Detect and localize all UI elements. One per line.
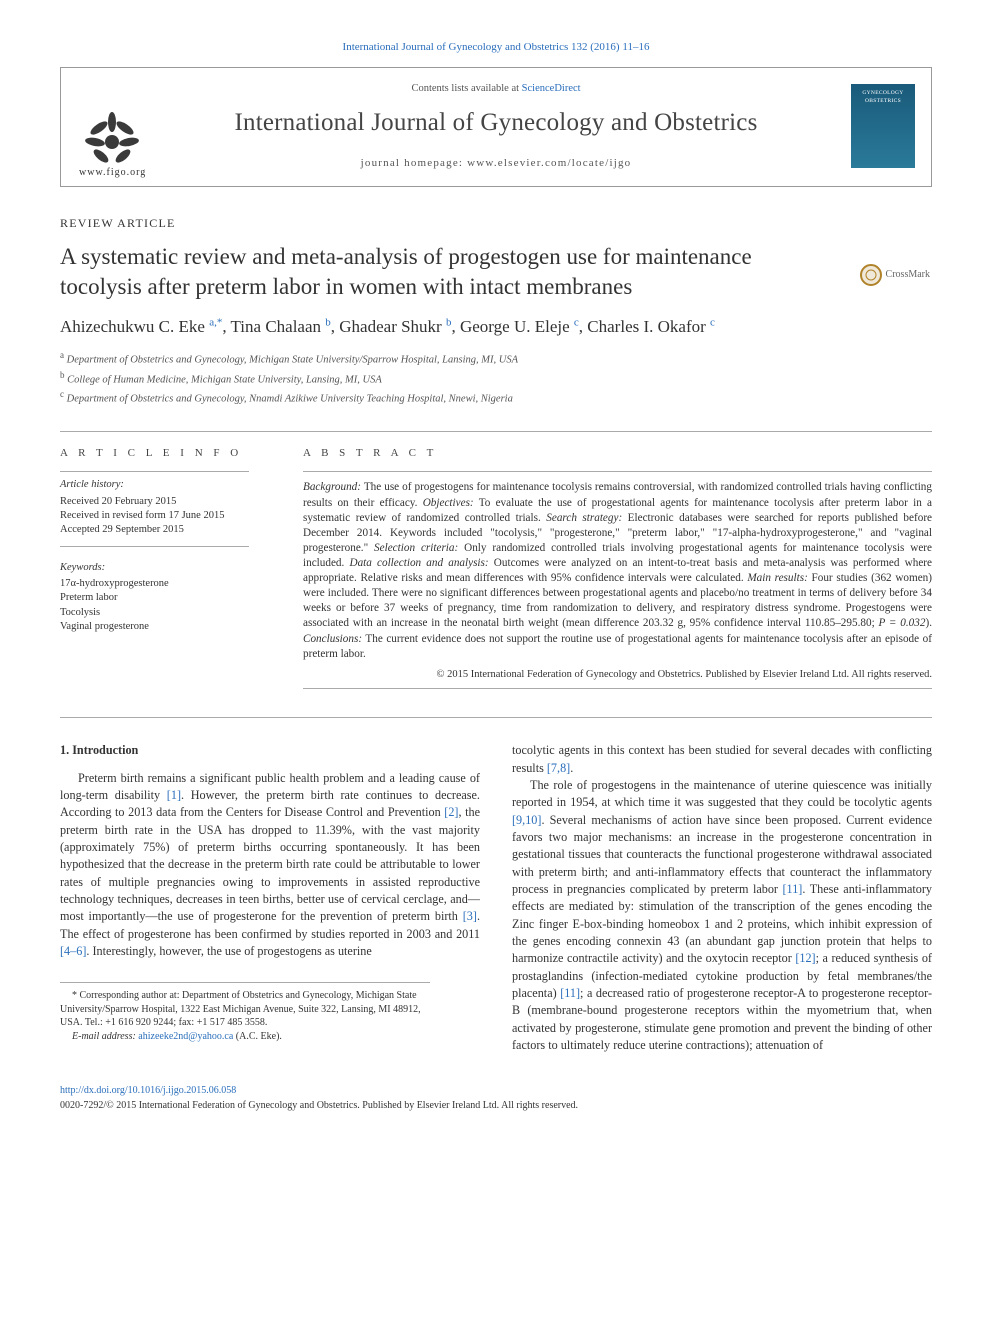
- keyword-item: Vaginal progesterone: [60, 620, 275, 634]
- info-rule-2: [60, 546, 249, 547]
- ref-link[interactable]: [4–6]: [60, 944, 86, 958]
- keyword-item: Tocolysis: [60, 606, 275, 620]
- corr-author-details: * Corresponding author at: Department of…: [60, 989, 430, 1030]
- ref-link[interactable]: [11]: [783, 882, 803, 896]
- revised-date: Received in revised form 17 June 2015: [60, 509, 275, 523]
- info-rule-1: [60, 471, 249, 472]
- intro-para-1: Preterm birth remains a significant publ…: [60, 770, 480, 961]
- journal-ref-line: International Journal of Gynecology and …: [60, 40, 932, 55]
- body-col-left: 1. Introduction Preterm birth remains a …: [60, 742, 480, 1054]
- journal-ref-link[interactable]: International Journal of Gynecology and …: [343, 41, 650, 53]
- affiliation-b: b College of Human Medicine, Michigan St…: [60, 369, 932, 388]
- abstract-copyright: © 2015 International Federation of Gynec…: [303, 668, 932, 683]
- abstract-col: A B S T R A C T Background: The use of p…: [303, 446, 932, 689]
- abstract-rule-bottom: [303, 688, 932, 689]
- intro-heading: 1. Introduction: [60, 742, 480, 759]
- col2-para-cont: tocolytic agents in this context has bee…: [512, 742, 932, 777]
- affiliation-c: c Department of Obstetrics and Gynecolog…: [60, 388, 932, 407]
- ref-link[interactable]: [3]: [463, 909, 477, 923]
- journal-homepage: journal homepage: www.elsevier.com/locat…: [77, 156, 915, 171]
- crossmark-icon: [860, 264, 882, 286]
- abstract-body: Background: The use of progestogens for …: [303, 480, 932, 661]
- journal-cover-thumb: GYNECOLOGY OBSTETRICS: [851, 84, 915, 168]
- keyword-item: 17α-hydroxyprogesterone: [60, 577, 275, 591]
- ref-link[interactable]: [9,10]: [512, 813, 541, 827]
- publisher-logo: [77, 84, 147, 166]
- body-columns: 1. Introduction Preterm birth remains a …: [60, 717, 932, 1054]
- keywords-label: Keywords:: [60, 561, 275, 576]
- info-heading: A R T I C L E I N F O: [60, 446, 275, 461]
- info-abstract-row: A R T I C L E I N F O Article history: R…: [60, 431, 932, 689]
- corr-email-line: E-mail address: ahizeeke2nd@yahoo.ca (A.…: [60, 1030, 430, 1044]
- keyword-item: Preterm labor: [60, 591, 275, 605]
- received-date: Received 20 February 2015: [60, 495, 275, 509]
- abstract-heading: A B S T R A C T: [303, 446, 932, 461]
- content-lists-line: Contents lists available at ScienceDirec…: [77, 82, 915, 97]
- affiliation-a: a Department of Obstetrics and Gynecolog…: [60, 349, 932, 368]
- corr-email-link[interactable]: ahizeeke2nd@yahoo.ca: [138, 1031, 233, 1042]
- accepted-date: Accepted 29 September 2015: [60, 523, 275, 537]
- corresponding-footnote: * Corresponding author at: Department of…: [60, 982, 430, 1043]
- page-root: International Journal of Gynecology and …: [0, 0, 992, 1153]
- history-label: Article history:: [60, 478, 275, 493]
- crossmark-badge[interactable]: CrossMark: [860, 264, 930, 286]
- doi-link[interactable]: http://dx.doi.org/10.1016/j.ijgo.2015.06…: [60, 1085, 236, 1096]
- abstract-rule: [303, 471, 932, 472]
- col2-para-2: The role of progestogens in the maintena…: [512, 777, 932, 1054]
- body-col-right: tocolytic agents in this context has bee…: [512, 742, 932, 1054]
- ref-link[interactable]: [12]: [795, 951, 815, 965]
- journal-masthead: GYNECOLOGY OBSTETRICS Contents lists ava…: [60, 67, 932, 187]
- page-footer: http://dx.doi.org/10.1016/j.ijgo.2015.06…: [60, 1084, 932, 1113]
- figo-url[interactable]: www.figo.org: [79, 166, 146, 180]
- article-type: REVIEW ARTICLE: [60, 215, 932, 232]
- author-list: Ahizechukwu C. Eke a,*, Tina Chalaan b, …: [60, 315, 932, 339]
- article-info-col: A R T I C L E I N F O Article history: R…: [60, 446, 275, 689]
- footer-copyright: 0020-7292/© 2015 International Federatio…: [60, 1099, 932, 1113]
- journal-title: International Journal of Gynecology and …: [77, 105, 915, 140]
- affiliations: a Department of Obstetrics and Gynecolog…: [60, 349, 932, 407]
- sciencedirect-link[interactable]: ScienceDirect: [522, 83, 581, 94]
- ref-link[interactable]: [11]: [560, 986, 580, 1000]
- article-title: A systematic review and meta-analysis of…: [60, 242, 827, 301]
- ref-link[interactable]: [2]: [444, 805, 458, 819]
- ref-link[interactable]: [1]: [167, 788, 181, 802]
- ref-link[interactable]: [7,8]: [547, 761, 570, 775]
